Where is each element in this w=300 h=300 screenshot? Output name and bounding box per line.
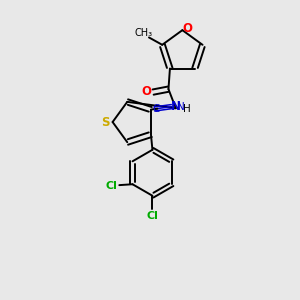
Text: N: N xyxy=(171,100,181,113)
Text: O: O xyxy=(142,85,152,98)
Text: S: S xyxy=(101,116,110,128)
Text: O: O xyxy=(183,22,193,35)
Text: N: N xyxy=(177,102,184,112)
Text: Cl: Cl xyxy=(146,211,158,221)
Text: Cl: Cl xyxy=(105,181,117,191)
Text: CH₃: CH₃ xyxy=(134,28,152,38)
Text: C: C xyxy=(152,104,160,114)
Text: H: H xyxy=(183,104,191,114)
